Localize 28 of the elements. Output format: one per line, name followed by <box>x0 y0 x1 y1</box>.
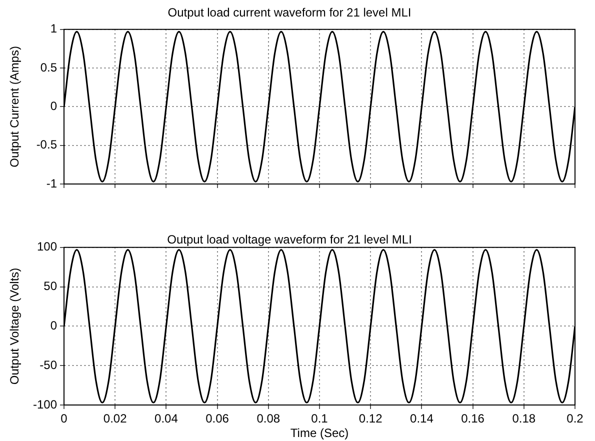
y-tick-label: -0.5 <box>36 138 58 152</box>
y-tick-label: -50 <box>40 358 58 372</box>
y-axis-title: Output Current (Amps) <box>8 46 22 168</box>
y-tick-label: -1 <box>46 176 58 190</box>
x-tick-label: 0.04 <box>154 412 178 426</box>
y-tick-label: 1 <box>50 22 58 36</box>
y-tick-label: 0 <box>50 99 58 114</box>
x-tick-label: 0.2 <box>566 412 584 426</box>
line-series <box>64 248 575 404</box>
line-series <box>64 30 575 182</box>
x-tick-label: 0.14 <box>410 412 434 426</box>
y-tick-label: 0 <box>50 318 58 333</box>
x-tick-label: 0.06 <box>206 412 230 426</box>
y-tick-label: 100 <box>36 240 58 254</box>
x-tick-label: 0.08 <box>256 412 280 426</box>
y-tick-label: -100 <box>32 397 58 412</box>
x-tick-label: 0.18 <box>512 412 536 426</box>
chart-title: Output load current waveform for 21 level MLI <box>168 6 412 20</box>
x-tick-label: 0.1 <box>311 412 328 426</box>
x-tick-label: 0.12 <box>358 412 383 426</box>
x-tick-label: 0 <box>60 412 68 426</box>
x-axis-title: Time (Sec) <box>290 426 349 440</box>
y-axis-title: Output Voltage (Volts) <box>8 268 22 385</box>
x-tick-label: 0.02 <box>103 412 128 426</box>
y-tick-label: 0.5 <box>40 60 58 74</box>
y-tick-label: 50 <box>44 279 58 294</box>
chart-title: Output load voltage waveform for 21 level MLI <box>167 232 412 247</box>
x-tick-label: 0.16 <box>461 412 485 426</box>
